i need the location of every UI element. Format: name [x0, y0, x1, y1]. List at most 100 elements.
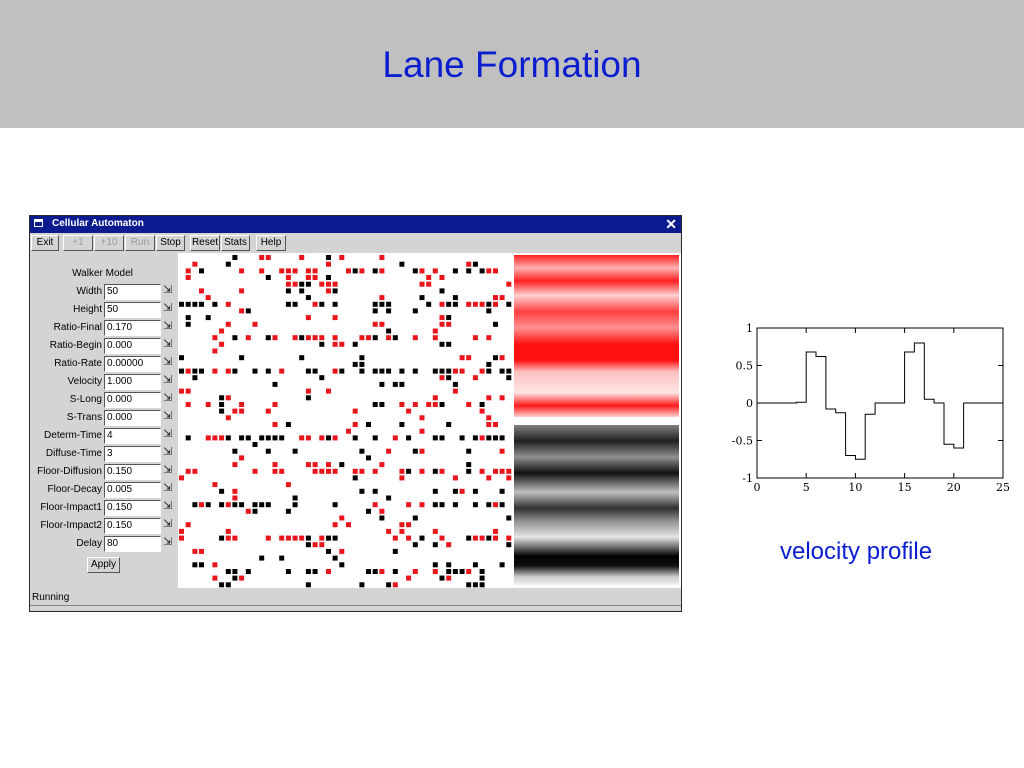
floor-impact1-input[interactable]: 0.150 — [104, 500, 161, 516]
walker-cell — [339, 462, 345, 468]
floor-impact2-input[interactable]: 0.150 — [104, 518, 161, 534]
walker-cell — [446, 542, 452, 548]
walker-cell — [412, 308, 418, 314]
scroll-arrow-icon[interactable]: ⇲ — [163, 428, 173, 440]
help-button[interactable]: Help — [256, 235, 286, 251]
walker-cell — [199, 288, 204, 294]
walker-cell — [305, 582, 311, 588]
walker-cell — [272, 335, 278, 341]
run-button[interactable]: Run — [125, 235, 155, 251]
close-icon[interactable]: ✕ — [665, 216, 677, 232]
walker-cell — [392, 335, 398, 341]
delay-input[interactable]: 80 — [104, 536, 161, 552]
slide-title: Lane Formation — [382, 44, 642, 85]
scroll-arrow-icon[interactable]: ⇲ — [163, 482, 173, 494]
ratio-rate-input[interactable]: 0.00000 — [104, 356, 161, 372]
scroll-arrow-icon[interactable]: ⇲ — [163, 518, 173, 530]
walker-cell — [466, 448, 472, 454]
scroll-arrow-icon[interactable]: ⇲ — [163, 356, 173, 368]
walker-cell — [439, 375, 445, 381]
s-long-input[interactable]: 0.000 — [104, 392, 161, 408]
walker-cell — [479, 569, 485, 574]
walker-cell — [499, 435, 505, 441]
walker-cell — [185, 435, 191, 441]
walker-cell — [406, 408, 412, 414]
s-trans-input[interactable]: 0.000 — [104, 410, 161, 426]
walker-cell — [452, 488, 458, 494]
scroll-arrow-icon[interactable]: ⇲ — [163, 500, 173, 512]
stats-button[interactable]: Stats — [221, 235, 250, 251]
ratio-final-input[interactable]: 0.170 — [104, 320, 161, 336]
scroll-arrow-icon[interactable]: ⇲ — [163, 536, 173, 548]
walker-cell — [486, 535, 492, 541]
y-tick-label: 0 — [746, 397, 753, 410]
scroll-arrow-icon[interactable]: ⇲ — [163, 284, 173, 296]
apply-button[interactable]: Apply — [87, 557, 120, 573]
ratio-begin-input[interactable]: 0.000 — [104, 338, 161, 354]
stop-button[interactable]: Stop — [156, 235, 185, 251]
walker-cell — [486, 415, 492, 421]
walker-cell — [225, 321, 231, 327]
walker-cell — [225, 261, 231, 267]
walker-cell — [479, 435, 485, 441]
reset-button[interactable]: Reset — [190, 235, 220, 251]
walker-cell — [499, 395, 505, 401]
walker-cell — [305, 335, 311, 341]
scroll-arrow-icon[interactable]: ⇲ — [163, 338, 173, 350]
scroll-arrow-icon[interactable]: ⇲ — [163, 410, 173, 422]
scroll-arrow-icon[interactable]: ⇲ — [163, 374, 173, 386]
window-menu-icon[interactable] — [34, 219, 43, 227]
walker-cell — [305, 388, 311, 394]
walker-cell — [506, 301, 512, 307]
walker-cell — [386, 368, 392, 374]
walker-cell — [446, 321, 452, 327]
walker-cell — [439, 301, 445, 307]
walker-cell — [432, 562, 438, 568]
determ-time-input[interactable]: 4 — [104, 428, 161, 444]
walker-cell — [252, 502, 258, 508]
exit-button[interactable]: Exit — [31, 235, 59, 251]
walker-cell — [392, 435, 398, 441]
param-label: Floor-Impact1 — [40, 502, 102, 513]
window-titlebar[interactable]: Cellular Automaton ✕ — [30, 216, 681, 233]
param-label: Width — [76, 286, 102, 297]
walker-cell — [352, 475, 358, 481]
floor-diffusion-input[interactable]: 0.150 — [104, 464, 161, 480]
walker-cell — [272, 462, 278, 468]
scroll-arrow-icon[interactable]: ⇲ — [163, 464, 173, 476]
scroll-arrow-icon[interactable]: ⇲ — [163, 320, 173, 332]
walker-cell — [472, 301, 478, 307]
walker-cell — [359, 335, 365, 341]
walker-cell — [386, 448, 392, 454]
walker-cell — [326, 288, 331, 294]
scroll-arrow-icon[interactable]: ⇲ — [163, 302, 173, 314]
step-ten-button[interactable]: +10 — [94, 235, 124, 251]
walker-cell — [205, 295, 211, 301]
walker-cell — [279, 435, 285, 441]
walker-cell — [439, 502, 445, 508]
walker-cell — [192, 562, 198, 568]
walker-cell — [305, 295, 311, 301]
scroll-arrow-icon[interactable]: ⇲ — [163, 392, 173, 404]
walker-cell — [265, 535, 271, 541]
param-row-ratio-final: Ratio-Final 0.170 ⇲ — [30, 320, 180, 336]
scroll-arrow-icon[interactable]: ⇲ — [163, 446, 173, 458]
walker-cell — [466, 462, 472, 468]
density-profiles — [512, 253, 681, 588]
walker-cell — [292, 335, 298, 341]
floor-decay-input[interactable]: 0.005 — [104, 482, 161, 498]
walker-cell — [506, 535, 512, 541]
width-input[interactable]: 50 — [104, 284, 161, 300]
walker-cell — [265, 335, 271, 341]
walker-cell — [372, 502, 378, 508]
walker-cell — [372, 301, 378, 307]
walker-cell — [493, 422, 498, 427]
velocity-input[interactable]: 1.000 — [104, 374, 161, 390]
param-label: S-Trans — [66, 412, 102, 423]
param-row-floor-impact1: Floor-Impact1 0.150 ⇲ — [30, 500, 180, 516]
height-input[interactable]: 50 — [104, 302, 161, 318]
diffuse-time-input[interactable]: 3 — [104, 446, 161, 462]
y-tick-label: -0.5 — [732, 435, 753, 448]
step-one-button[interactable]: +1 — [63, 235, 93, 251]
walker-cell — [292, 268, 298, 274]
